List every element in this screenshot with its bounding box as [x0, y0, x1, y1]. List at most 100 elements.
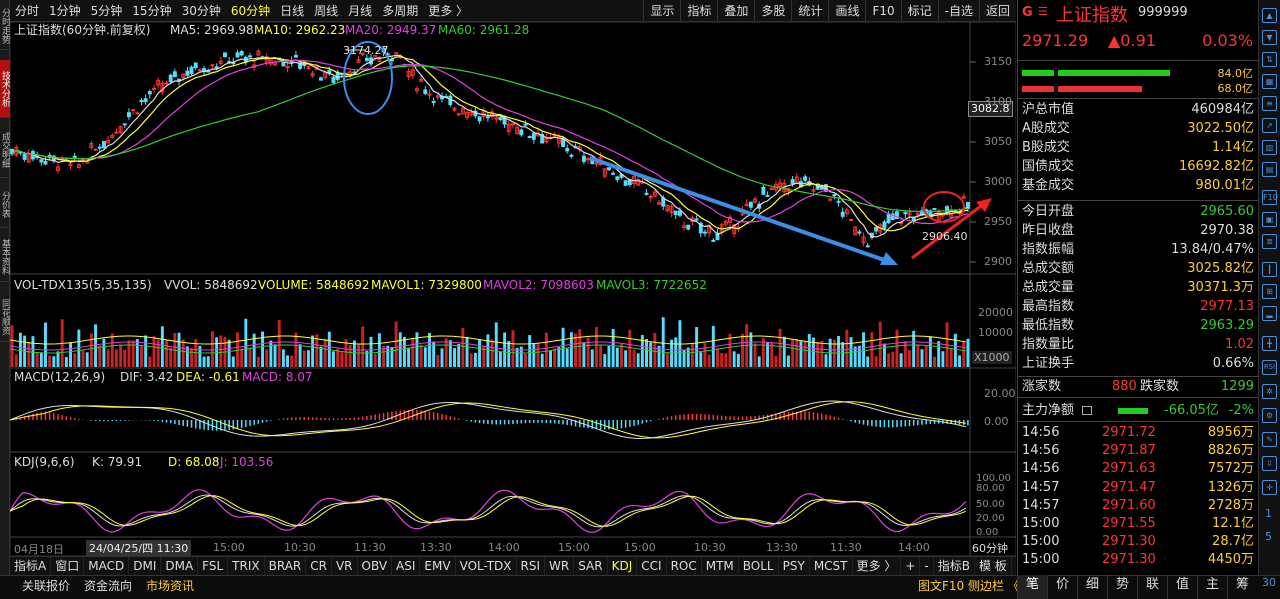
tab-intraday[interactable]: 分时走势: [0, 2, 10, 50]
menu-icon[interactable]: ☰: [1038, 5, 1048, 18]
volume-bar: [135, 339, 139, 367]
candle-icon[interactable]: ┃: [1262, 262, 1277, 277]
indicator-tab[interactable]: WR: [545, 557, 575, 575]
indicator-tab[interactable]: BOLL: [739, 557, 779, 575]
period-daily[interactable]: 日线: [280, 4, 305, 18]
panel-tab[interactable]: 主: [1197, 575, 1227, 599]
period-30min[interactable]: 30分钟: [181, 4, 221, 18]
tab-ths-info[interactable]: 同花顺资: [0, 292, 10, 342]
settings-icon[interactable]: ⚙: [1262, 408, 1277, 423]
tab-profile[interactable]: 基本资料: [0, 232, 10, 282]
tool-indicator[interactable]: 指标: [680, 0, 717, 22]
tool-overlay[interactable]: 叠加: [717, 0, 754, 22]
news-icon[interactable]: ≣: [1262, 234, 1277, 249]
template-button[interactable]: 模 板: [975, 557, 1012, 575]
compare-icon[interactable]: ⊞: [1262, 284, 1277, 299]
indicator-tab[interactable]: MTM: [702, 557, 739, 575]
crosshair-icon[interactable]: ✛: [1262, 480, 1277, 495]
up-arrow-icon[interactable]: ▲: [1262, 8, 1277, 23]
line-chart-icon[interactable]: ↗: [1262, 118, 1277, 133]
indicator-tab[interactable]: DMA: [161, 557, 199, 575]
period-1min[interactable]: 1分钟: [49, 4, 81, 18]
sort-icon[interactable]: ⇅: [1262, 52, 1277, 67]
scale-icon[interactable]: ⇳: [1262, 456, 1277, 471]
panel-tab[interactable]: 细: [1077, 575, 1107, 599]
list-icon[interactable]: ≡: [1262, 96, 1277, 111]
period-timeshare[interactable]: 分时: [15, 4, 40, 18]
chart-canvas[interactable]: [10, 22, 1016, 556]
indicator-tab[interactable]: 窗口: [51, 557, 85, 575]
indicator-tab[interactable]: MCST: [810, 557, 853, 575]
indicator-tab[interactable]: FSL: [198, 557, 229, 575]
table-icon[interactable]: ▤: [1262, 162, 1277, 177]
tab-trades[interactable]: 成交明细: [0, 122, 10, 178]
indicator-tab[interactable]: EMV: [420, 557, 456, 575]
indicator-tab[interactable]: VOL-TDX: [456, 557, 517, 575]
market-news-link[interactable]: 市场资讯: [146, 579, 195, 593]
panel-tab[interactable]: 势: [1107, 575, 1137, 599]
panel-tab[interactable]: 筹: [1227, 575, 1257, 599]
panel-tab[interactable]: 联: [1137, 575, 1167, 599]
page-number[interactable]: 30: [1262, 576, 1276, 589]
kline-icon[interactable]: ╋: [1262, 336, 1277, 351]
panel-tab[interactable]: 价: [1047, 575, 1077, 599]
tab-price-table[interactable]: 分价表: [0, 182, 10, 228]
sun-icon[interactable]: ✲: [1262, 384, 1277, 399]
indicator-tab[interactable]: 更多 〉: [853, 557, 902, 575]
period-5min[interactable]: 5分钟: [90, 4, 123, 18]
tool-f10[interactable]: F10: [865, 0, 900, 22]
period-weekly[interactable]: 周线: [314, 4, 339, 18]
indicator-tab[interactable]: RSI: [517, 557, 546, 575]
tool-mark[interactable]: 标记: [900, 0, 938, 22]
f10-sidebar-toggle[interactable]: 图文F10 侧边栏 《: [918, 579, 1020, 593]
stock-code: 999999: [1138, 5, 1188, 20]
indicator-tab[interactable]: VR: [332, 557, 358, 575]
down-arrow-icon[interactable]: ▼: [1262, 30, 1277, 45]
calendar-icon[interactable]: ▣: [1262, 212, 1277, 227]
related-quotes-link[interactable]: 关联报价: [22, 579, 71, 593]
candle-body: [410, 69, 415, 76]
tab-technical[interactable]: 技术分析: [0, 60, 10, 118]
draw-icon[interactable]: ✎: [1262, 432, 1277, 447]
bar-chart-icon[interactable]: ▥: [1262, 140, 1277, 155]
indicator-b-button[interactable]: 指标B: [934, 557, 975, 575]
indicator-tab[interactable]: ASI: [392, 557, 421, 575]
zoom-button[interactable]: +: [901, 557, 921, 575]
zoom-button[interactable]: -: [920, 557, 934, 575]
indicator-tab[interactable]: PSY: [779, 557, 810, 575]
indicator-tab[interactable]: ROC: [667, 557, 702, 575]
indicator-tab[interactable]: DMI: [129, 557, 162, 575]
page-number[interactable]: 1: [1265, 507, 1272, 520]
indicator-tab[interactable]: CCI: [637, 557, 667, 575]
panel-tab[interactable]: 值: [1167, 575, 1197, 599]
volume-bar: [503, 332, 507, 367]
candle-body: [377, 56, 382, 63]
tool-multi-stock[interactable]: 多股: [754, 0, 791, 22]
period-monthly[interactable]: 月线: [348, 4, 373, 18]
period-60min[interactable]: 60分钟: [230, 4, 271, 18]
capital-flow-link[interactable]: 资金流向: [84, 579, 133, 593]
tool-draw[interactable]: 画线: [828, 0, 865, 22]
indicator-tab[interactable]: TRIX: [228, 557, 265, 575]
rsi-icon[interactable]: RSI: [1262, 360, 1277, 375]
indicator-tab[interactable]: 指标A: [10, 557, 52, 575]
tool-remove-watch[interactable]: -自选: [937, 0, 979, 22]
flow-chart-icon[interactable]: [1082, 406, 1092, 415]
panel-tab[interactable]: 笔: [1017, 575, 1047, 599]
tool-stats[interactable]: 统计: [791, 0, 828, 22]
indicator-tab[interactable]: KDJ: [608, 557, 638, 575]
indicator-tab[interactable]: MACD: [84, 557, 130, 575]
indicator-tab[interactable]: CR: [306, 557, 332, 575]
volume-icon[interactable]: ▂: [1262, 306, 1277, 321]
period-15min[interactable]: 15分钟: [132, 4, 172, 18]
indicator-tab[interactable]: BRAR: [265, 557, 307, 575]
period-more[interactable]: 更多 〉: [428, 4, 469, 18]
grid-icon[interactable]: ▦: [1262, 74, 1277, 89]
period-multi[interactable]: 多周期: [382, 4, 419, 18]
page-number[interactable]: 5: [1265, 530, 1272, 543]
indicator-tab[interactable]: OBV: [358, 557, 393, 575]
tool-display[interactable]: 显示: [643, 0, 680, 22]
tool-back[interactable]: 返回: [978, 0, 1016, 22]
indicator-tab[interactable]: SAR: [574, 557, 608, 575]
f10-icon[interactable]: F10: [1262, 190, 1278, 205]
